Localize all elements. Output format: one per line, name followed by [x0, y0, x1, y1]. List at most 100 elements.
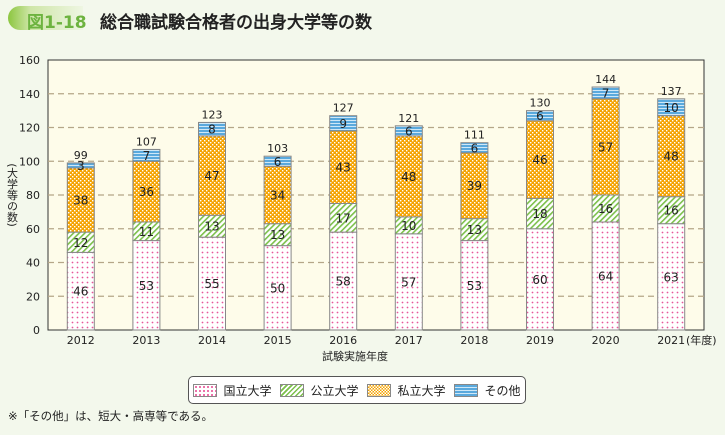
y-tick-label: 40	[26, 257, 40, 270]
bar-segment	[132, 240, 161, 331]
bar-segment	[263, 155, 292, 167]
data-label: 6	[405, 124, 413, 138]
data-label: 8	[208, 123, 216, 137]
x-tick-label: 2012	[67, 334, 95, 347]
bar-segment	[526, 120, 554, 199]
legend-label: その他	[484, 383, 521, 398]
total-label: 127	[333, 102, 354, 115]
data-label: 34	[270, 189, 285, 203]
bar-segment	[198, 135, 226, 216]
data-label: 6	[536, 109, 544, 123]
legend-item: 私立大学	[367, 382, 446, 399]
data-label: 6	[471, 141, 479, 155]
figure-number: 図1-18	[27, 13, 87, 33]
x-tick-label: 2021	[657, 334, 685, 347]
data-label: 53	[139, 279, 154, 293]
data-label: 38	[73, 194, 88, 208]
bar-segment	[263, 245, 292, 331]
legend-swatch	[367, 383, 392, 397]
data-label: 13	[204, 220, 219, 234]
legend-label: 私立大学	[397, 383, 446, 398]
data-label: 6	[274, 155, 282, 169]
x-axis-label: 試験実施年度	[322, 349, 388, 363]
data-label: 60	[532, 273, 547, 287]
y-tick-label: 20	[26, 290, 40, 303]
legend-swatch	[280, 383, 305, 397]
bar-segment	[526, 197, 554, 230]
chart-title: 総合職試験合格者の出身大学等の数	[100, 13, 372, 33]
data-label: 16	[598, 202, 613, 216]
y-tick-label: 120	[19, 122, 40, 135]
total-label: 123	[202, 108, 223, 121]
bar-segment	[132, 160, 161, 223]
data-label: 11	[139, 225, 154, 239]
bar-segment	[198, 236, 226, 331]
chart: 0 20 40 60 80 100 120 140 160 46 123 8 399 2012 53 11 36…	[6, 54, 717, 363]
y-tick-label: 140	[19, 88, 40, 101]
data-label: 63	[664, 270, 679, 284]
data-label: 7	[602, 86, 610, 100]
legend-label: 国立大学	[223, 383, 272, 398]
legend: 国立大学 公立大学 私立大学 その他	[188, 376, 526, 404]
y-tick-label: 100	[19, 155, 40, 168]
bar-segment	[66, 251, 95, 331]
data-label: 53	[467, 279, 482, 293]
data-label: 16	[664, 204, 679, 218]
total-label: 107	[136, 135, 157, 148]
y-tick-label: 80	[26, 189, 40, 202]
total-label: 137	[661, 85, 682, 98]
data-label: 36	[139, 185, 154, 199]
x-tick-label: 2016	[329, 334, 357, 347]
bar-segment	[198, 121, 226, 137]
legend-label: 公立大学	[310, 383, 359, 398]
data-label: 46	[532, 153, 547, 167]
footnote: ※「その他」は、短大・高専等である。	[8, 409, 214, 423]
bar-segment	[526, 110, 554, 122]
data-label: 10	[401, 219, 416, 233]
total-label: 99	[74, 149, 88, 162]
y-tick-label: 0	[33, 324, 40, 337]
data-label: 57	[401, 275, 416, 289]
bar-segment	[66, 162, 95, 169]
bar-segment	[591, 194, 620, 223]
y-axis-label: (大学等の数)	[6, 163, 19, 227]
data-label: 58	[336, 275, 351, 289]
bar-segment	[394, 135, 423, 218]
y-tick-label: 160	[19, 54, 40, 67]
total-label: 144	[595, 73, 616, 86]
x-tick-label: 2014	[198, 334, 226, 347]
bar-segment	[329, 202, 358, 233]
bar-segment	[329, 130, 358, 204]
total-label: 103	[267, 142, 288, 155]
bar-segment	[329, 231, 358, 331]
bar-segment	[657, 98, 686, 117]
bar-segment	[657, 196, 686, 225]
legend-item: 公立大学	[280, 382, 359, 399]
data-label: 7	[143, 149, 151, 163]
x-tick-label: 2015	[264, 334, 292, 347]
total-label: 121	[398, 112, 419, 125]
data-label: 48	[664, 150, 679, 164]
bar-segment	[460, 142, 489, 154]
data-label: 43	[336, 161, 351, 175]
data-label: 57	[598, 140, 613, 154]
data-label: 64	[598, 270, 613, 284]
data-label: 17	[336, 211, 351, 225]
data-label: 3	[77, 159, 85, 173]
data-label: 39	[467, 179, 482, 193]
bar-segment	[591, 221, 620, 331]
data-label: 48	[401, 170, 416, 184]
legend-item: その他	[454, 382, 521, 399]
data-label: 46	[73, 285, 88, 299]
x-tick-label: 2013	[132, 334, 160, 347]
data-label: 13	[270, 228, 285, 242]
x-tick-label: 2019	[526, 334, 554, 347]
data-label: 55	[204, 277, 219, 291]
bar-segment	[394, 233, 423, 331]
x-axis-unit: (年度)	[686, 333, 717, 347]
x-tick-label: 2018	[460, 334, 488, 347]
y-tick-label: 60	[26, 223, 40, 236]
total-label: 130	[530, 97, 551, 110]
data-label: 10	[664, 101, 679, 115]
